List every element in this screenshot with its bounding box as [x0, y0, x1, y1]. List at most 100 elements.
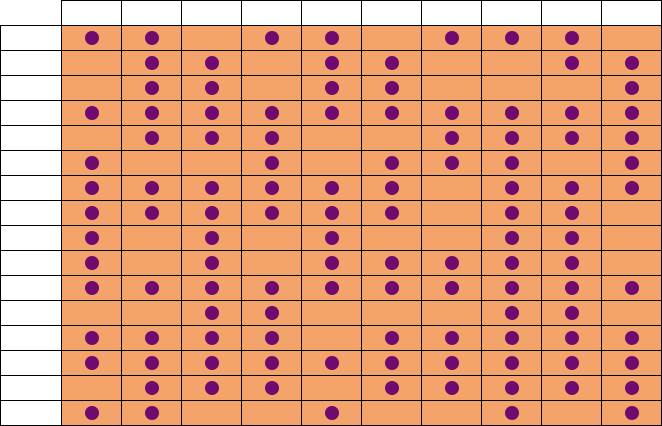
grid-cell: [61, 125, 122, 151]
grid-cell: [601, 325, 662, 351]
dot-marker: [504, 406, 519, 420]
row-label-6: [0, 150, 62, 176]
dot-marker: [504, 31, 519, 45]
dot-marker: [144, 106, 159, 120]
dot-marker: [444, 131, 459, 145]
dot-marker: [264, 381, 279, 395]
dot-marker: [384, 106, 399, 120]
dot-marker: [324, 206, 339, 220]
grid-cell: [481, 175, 542, 201]
dot-marker: [144, 81, 159, 95]
dot-marker: [564, 281, 579, 295]
dot-marker: [84, 231, 99, 245]
grid-cell: [601, 125, 662, 151]
dot-marker: [624, 56, 639, 70]
grid-cell: [481, 50, 542, 76]
grid-cell: [541, 150, 602, 176]
dot-marker: [564, 181, 579, 195]
grid-cell: [121, 250, 182, 276]
dot-marker: [504, 306, 519, 320]
grid-cell: [301, 175, 362, 201]
grid-cell: [481, 125, 542, 151]
column-header-9: [541, 0, 602, 26]
dot-marker: [564, 131, 579, 145]
grid-cell: [61, 325, 122, 351]
row-label-5: [0, 125, 62, 151]
dot-marker: [84, 281, 99, 295]
grid-cell: [481, 150, 542, 176]
grid-cell: [361, 275, 422, 301]
grid-cell: [361, 75, 422, 101]
row-label-7: [0, 175, 62, 201]
dot-marker: [204, 331, 219, 345]
grid-cell: [421, 275, 482, 301]
dot-marker: [624, 181, 639, 195]
dot-marker: [324, 81, 339, 95]
dot-marker: [504, 331, 519, 345]
row-label-2: [0, 50, 62, 76]
grid-cell: [601, 75, 662, 101]
dot-marker: [444, 256, 459, 270]
grid-cell: [421, 125, 482, 151]
dot-marker: [324, 181, 339, 195]
dot-marker: [444, 331, 459, 345]
grid-cell: [61, 25, 122, 51]
grid-cell: [241, 50, 302, 76]
grid-cell: [301, 125, 362, 151]
grid-cell: [601, 200, 662, 226]
grid-cell: [301, 75, 362, 101]
grid-cell: [181, 250, 242, 276]
grid-cell: [421, 400, 482, 426]
grid-cell: [541, 250, 602, 276]
dot-marker: [324, 56, 339, 70]
dot-marker: [204, 356, 219, 370]
grid-cell: [121, 325, 182, 351]
dot-marker: [564, 256, 579, 270]
dot-marker: [264, 356, 279, 370]
grid-cell: [541, 75, 602, 101]
dot-marker: [144, 131, 159, 145]
grid-cell: [361, 225, 422, 251]
grid-cell: [601, 275, 662, 301]
grid-cell: [421, 375, 482, 401]
grid-cell: [481, 25, 542, 51]
grid-cell: [361, 350, 422, 376]
dot-marker: [204, 231, 219, 245]
grid-cell: [121, 225, 182, 251]
dot-marker: [144, 356, 159, 370]
row-label-11: [0, 275, 62, 301]
grid-cell: [301, 325, 362, 351]
row-label-1: [0, 25, 62, 51]
grid-cell: [241, 150, 302, 176]
dot-marker: [324, 406, 339, 420]
dot-marker: [264, 131, 279, 145]
dot-marker: [264, 181, 279, 195]
grid-cell: [241, 400, 302, 426]
grid-cell: [61, 75, 122, 101]
grid-cell: [601, 250, 662, 276]
grid-cell: [121, 25, 182, 51]
dot-marker: [564, 206, 579, 220]
grid-cell: [301, 225, 362, 251]
grid-cell: [481, 225, 542, 251]
column-header-3: [181, 0, 242, 26]
grid-cell: [241, 375, 302, 401]
dot-marker: [624, 356, 639, 370]
dot-marker: [504, 231, 519, 245]
dot-marker: [504, 106, 519, 120]
dot-marker: [264, 281, 279, 295]
dot-marker: [564, 231, 579, 245]
dot-marker: [264, 106, 279, 120]
grid-cell: [181, 300, 242, 326]
grid-cell: [541, 225, 602, 251]
grid-cell: [181, 125, 242, 151]
dot-marker: [384, 331, 399, 345]
grid-cell: [541, 325, 602, 351]
grid-cell: [61, 175, 122, 201]
dot-marker: [504, 131, 519, 145]
dot-marker: [564, 381, 579, 395]
dot-marker: [444, 106, 459, 120]
row-label-8: [0, 200, 62, 226]
dot-marker: [144, 31, 159, 45]
